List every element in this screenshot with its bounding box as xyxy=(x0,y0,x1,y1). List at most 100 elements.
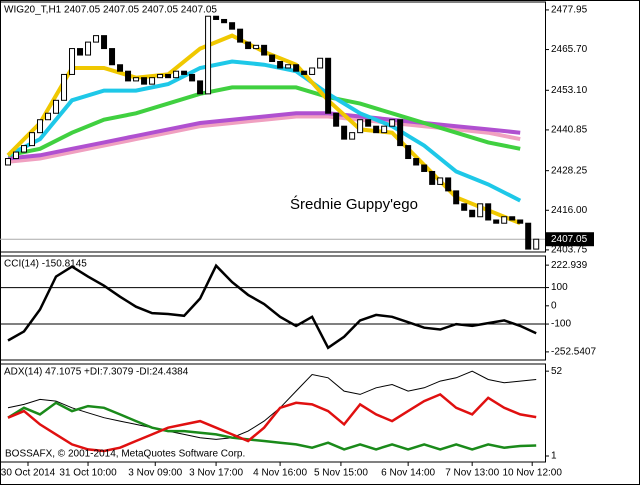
candle xyxy=(69,48,76,75)
candle xyxy=(269,54,276,63)
candle xyxy=(101,35,108,50)
y-tick-label: 0 xyxy=(551,300,557,311)
x-tick-label: 5 Nov 15:00 xyxy=(314,468,368,479)
x-tick-label: 3 Nov 17:00 xyxy=(189,468,243,479)
y-tick-label: 2453.10 xyxy=(551,85,588,96)
candle xyxy=(389,119,396,127)
copyright: BOSSAFX, © 2001-2014, MetaQuotes Softwar… xyxy=(5,449,245,460)
candle xyxy=(45,112,52,121)
candle xyxy=(21,145,28,153)
candle xyxy=(485,203,492,221)
candle xyxy=(381,125,388,134)
x-tick-label: 4 Nov 16:00 xyxy=(253,468,307,479)
candle xyxy=(117,64,124,72)
candle xyxy=(77,48,84,56)
candle xyxy=(285,64,292,69)
candle xyxy=(245,41,252,50)
candle xyxy=(149,77,156,85)
candle xyxy=(341,125,348,140)
candle xyxy=(237,28,244,43)
candle xyxy=(349,132,356,140)
candle xyxy=(197,80,204,95)
y-tick-label: 52 xyxy=(551,366,563,377)
candle xyxy=(429,170,436,185)
candle xyxy=(317,57,324,69)
candle xyxy=(221,18,228,24)
candle xyxy=(421,164,428,172)
x-tick-label: 31 Oct 10:00 xyxy=(59,468,117,479)
y-tick-label: 2465.70 xyxy=(551,44,588,55)
pane-title: CCI(14) -150.8145 xyxy=(4,259,87,270)
candle xyxy=(477,203,484,218)
candle xyxy=(125,70,132,82)
candle xyxy=(301,70,308,75)
candle xyxy=(5,158,12,166)
candle xyxy=(229,22,236,30)
y-tick-label: 2403.75 xyxy=(551,245,588,256)
candle xyxy=(205,15,212,95)
candle xyxy=(405,145,412,160)
y-tick-label: 1 xyxy=(551,451,557,462)
y-tick-label: 2440.85 xyxy=(551,125,588,136)
candle xyxy=(453,190,460,205)
candle xyxy=(333,112,340,127)
indicator-line xyxy=(7,263,537,350)
candle xyxy=(509,216,516,221)
candle xyxy=(533,238,540,250)
candle xyxy=(93,35,100,43)
candle xyxy=(13,151,20,160)
pane-border xyxy=(0,255,546,361)
candle xyxy=(181,70,188,75)
y-tick-label: 100 xyxy=(551,282,568,293)
candle xyxy=(445,177,452,192)
indicator-line xyxy=(7,392,537,453)
moving-average xyxy=(7,111,521,161)
candle xyxy=(277,61,284,69)
indicator-line xyxy=(7,370,537,440)
x-tick-label: 6 Nov 14:00 xyxy=(381,468,435,479)
candle xyxy=(517,219,524,224)
candle xyxy=(61,73,68,101)
candle xyxy=(253,44,260,50)
pane-border xyxy=(0,363,546,463)
candle xyxy=(501,216,508,224)
candle xyxy=(133,77,140,82)
candle xyxy=(357,119,364,134)
moving-average xyxy=(7,85,521,158)
candle xyxy=(325,57,332,114)
candle xyxy=(173,70,180,79)
annotation: Średnie Guppy'ego xyxy=(290,195,418,213)
candle xyxy=(397,119,404,147)
candle xyxy=(365,119,372,127)
y-tick-label: 2428.25 xyxy=(551,165,588,176)
candle xyxy=(189,73,196,82)
candle xyxy=(157,73,164,79)
candle xyxy=(309,67,316,75)
pane-title: WIG20_T,H1 2407.05 2407.05 2407.05 2407.… xyxy=(4,5,217,16)
candle xyxy=(165,73,172,79)
y-tick-label: 2477.95 xyxy=(551,5,588,16)
x-tick-label: 7 Nov 13:00 xyxy=(445,468,499,479)
candle xyxy=(85,41,92,56)
last-price-box xyxy=(546,232,594,247)
candle xyxy=(437,177,444,185)
candle xyxy=(109,48,116,66)
candle xyxy=(29,132,36,147)
pane-border xyxy=(0,1,546,253)
pane-title: ADX(14) 47.1075 +DI:7.3079 -DI:24.4384 xyxy=(4,367,189,378)
x-tick-label: 30 Oct 2014 xyxy=(1,468,56,479)
candle xyxy=(37,119,44,134)
candle xyxy=(413,158,420,166)
candle xyxy=(461,203,468,211)
last-price-label: 2407.05 xyxy=(551,234,588,245)
candle xyxy=(261,44,268,56)
candle xyxy=(525,222,532,250)
y-tick-label: 222.939 xyxy=(551,260,588,271)
x-tick-label: 3 Nov 09:00 xyxy=(128,468,182,479)
y-tick-label: 2416.00 xyxy=(551,205,588,216)
candle xyxy=(141,77,148,85)
candle xyxy=(213,15,220,20)
y-tick-label: -252.5407 xyxy=(551,347,596,358)
